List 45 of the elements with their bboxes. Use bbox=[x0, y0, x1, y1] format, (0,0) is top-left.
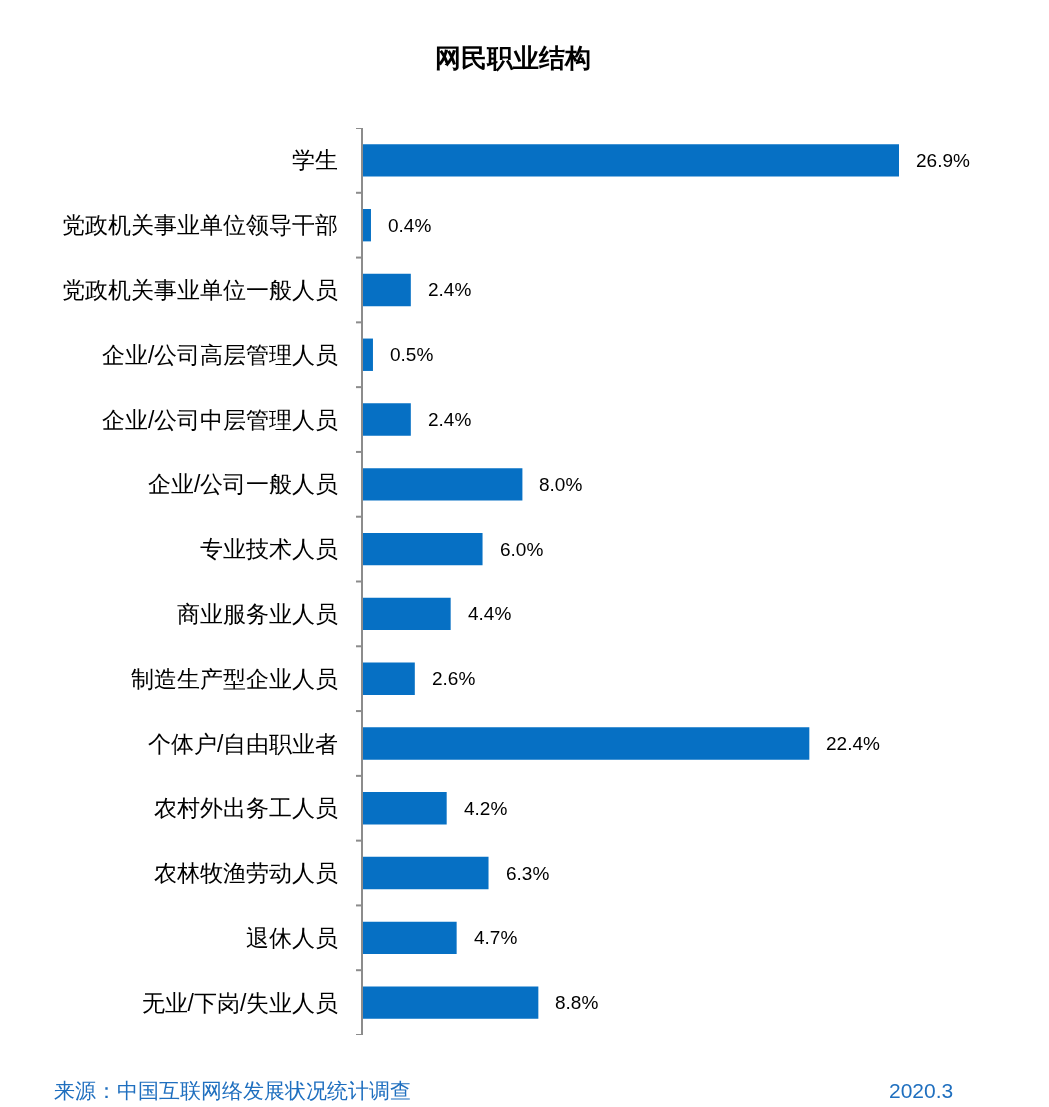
chart-title: 网民职业结构 bbox=[435, 43, 591, 74]
y-tick-label: 学生 bbox=[292, 147, 339, 174]
y-tick-label: 党政机关事业单位一般人员 bbox=[62, 277, 339, 304]
data-label: 2.4% bbox=[428, 279, 472, 300]
bar bbox=[363, 144, 899, 177]
data-label: 4.2% bbox=[464, 798, 508, 819]
y-tick-label: 企业/公司中层管理人员 bbox=[102, 406, 339, 433]
y-tick-label: 企业/公司高层管理人员 bbox=[102, 341, 339, 368]
bar bbox=[363, 662, 415, 695]
data-label: 8.8% bbox=[555, 992, 599, 1013]
data-label: 8.0% bbox=[539, 474, 583, 495]
data-label: 4.4% bbox=[468, 603, 512, 624]
bar bbox=[363, 338, 373, 371]
bar bbox=[363, 921, 457, 955]
y-tick-label: 农林牧渔劳动人员 bbox=[154, 860, 339, 887]
data-label: 6.0% bbox=[500, 539, 544, 560]
bar bbox=[363, 597, 451, 631]
text: 2020.3 bbox=[889, 1079, 954, 1102]
data-label: 2.4% bbox=[428, 409, 472, 430]
y-tick-label: 无业/下岗/失业人员 bbox=[141, 989, 339, 1016]
bar bbox=[363, 468, 523, 501]
y-tick-label: 专业技术人员 bbox=[200, 536, 339, 563]
source-note: 来源：中国互联网络发展状况统计调查 bbox=[54, 1079, 411, 1102]
data-label: 4.7% bbox=[474, 927, 518, 948]
bar bbox=[363, 792, 447, 825]
bar bbox=[363, 986, 539, 1019]
data-label: 0.5% bbox=[390, 344, 434, 365]
bar bbox=[363, 856, 489, 890]
bar bbox=[363, 273, 411, 307]
y-tick-label: 个体户/自由职业者 bbox=[148, 730, 339, 757]
y-tick-label: 商业服务业人员 bbox=[177, 600, 339, 627]
bar bbox=[363, 727, 810, 760]
bar bbox=[363, 403, 411, 436]
y-tick-label: 农村外出务工人员 bbox=[154, 795, 339, 822]
bar bbox=[363, 532, 483, 566]
y-tick-label: 党政机关事业单位领导干部 bbox=[62, 212, 339, 239]
data-label: 2.6% bbox=[432, 668, 476, 689]
y-tick-label: 企业/公司一般人员 bbox=[148, 471, 339, 498]
data-label: 0.4% bbox=[388, 215, 432, 236]
data-label: 26.9% bbox=[916, 150, 970, 171]
data-label: 22.4% bbox=[826, 733, 880, 754]
bar bbox=[363, 208, 371, 242]
y-tick-label: 退休人员 bbox=[246, 924, 339, 951]
y-tick-label: 制造生产型企业人员 bbox=[131, 665, 339, 692]
data-label: 6.3% bbox=[506, 863, 550, 884]
